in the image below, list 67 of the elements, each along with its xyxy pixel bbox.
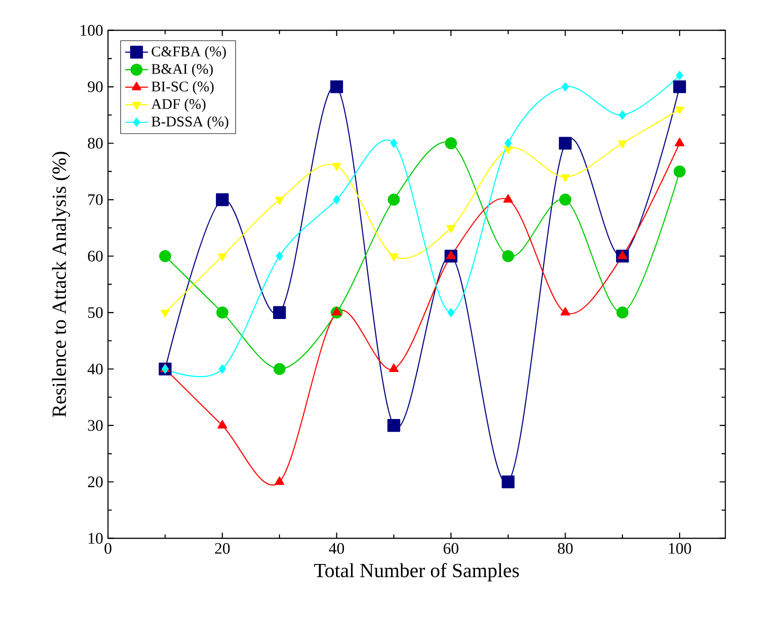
point (616, 306, 628, 319)
y-tick-label: 30 (88, 420, 103, 431)
legend-label: B-DSSA (%) (152, 116, 228, 130)
legend-label: ADF (%) (151, 98, 206, 112)
point (389, 364, 399, 372)
y-tick-label: 90 (88, 81, 103, 92)
legend-label: C&FBA (%) (152, 46, 226, 60)
point (218, 253, 227, 262)
point (618, 140, 627, 148)
y-tick-label: 50 (88, 307, 103, 318)
point (673, 80, 686, 94)
point (502, 475, 515, 488)
legend-label: BI-SC (%) (152, 81, 214, 94)
point (559, 194, 572, 206)
point (389, 253, 398, 262)
point (390, 138, 398, 148)
point (447, 308, 454, 318)
x-tick-label: 40 (328, 543, 344, 554)
y-tick-label: 100 (80, 24, 103, 36)
point (216, 306, 228, 319)
point (674, 138, 684, 146)
point (330, 80, 344, 94)
point (446, 225, 456, 233)
point (504, 138, 512, 148)
point (160, 310, 170, 318)
point (388, 194, 400, 206)
point (216, 193, 229, 206)
point (618, 250, 628, 260)
x-tick-label: 20 (215, 543, 230, 554)
point (332, 163, 342, 171)
y-tick-label: 80 (88, 138, 103, 149)
x-axis-title: Total Number of Samples (314, 563, 519, 582)
point (276, 252, 284, 261)
point (444, 137, 457, 150)
y-tick-label: 40 (88, 364, 103, 374)
x-tick-label: 100 (669, 543, 691, 554)
point (333, 195, 340, 204)
point (504, 146, 513, 154)
point (562, 82, 569, 92)
legend-label: B&AI (%) (152, 64, 213, 77)
y-tick-label: 10 (88, 532, 103, 544)
point (273, 363, 286, 375)
y-axis-title: Resilence to Attack Analysis (%) (52, 152, 70, 418)
point (675, 106, 684, 114)
point (218, 420, 228, 428)
point (676, 70, 684, 80)
point (274, 476, 284, 485)
point (618, 110, 626, 120)
point (560, 307, 570, 316)
point (674, 165, 686, 178)
point (159, 250, 172, 262)
point (558, 136, 572, 150)
point (275, 196, 284, 205)
point (332, 307, 342, 316)
point (387, 419, 400, 432)
x-tick-label: 0 (104, 543, 112, 554)
x-tick-label: 60 (444, 543, 458, 554)
point (560, 174, 570, 182)
point (502, 250, 514, 262)
x-tick-label: 80 (558, 543, 573, 554)
point (273, 306, 286, 319)
point (503, 194, 513, 203)
y-tick-label: 20 (88, 476, 103, 488)
y-tick-label: 70 (88, 194, 103, 206)
point (446, 250, 456, 260)
point (218, 364, 226, 374)
y-tick-label: 60 (88, 250, 103, 262)
